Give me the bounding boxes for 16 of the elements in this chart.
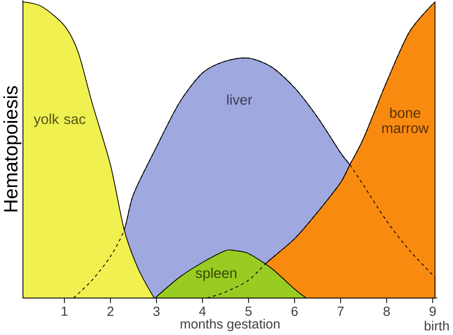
series-label: bone marrow — [382, 108, 429, 134]
x-tick-label: 2 — [107, 306, 114, 316]
x-axis-title: months gestation — [180, 319, 280, 332]
series-label: liver — [227, 94, 252, 106]
series-label: yolk sac — [34, 114, 86, 128]
text: birth — [424, 321, 449, 331]
x-tick-label: 7 — [338, 306, 344, 316]
x-tick-label: 4 — [199, 306, 206, 316]
y-axis-title: Hematopoiesis — [3, 86, 22, 212]
x-tick-label: 3 — [153, 306, 160, 316]
series-label: spleen — [196, 268, 236, 282]
x-tick-label: 6 — [292, 306, 298, 316]
x-tick-label: 1 — [62, 306, 68, 316]
x-tick-label: 8 — [384, 306, 390, 316]
x-tick-label: 9 — [430, 306, 436, 316]
x-tick-label: 5 — [245, 306, 252, 316]
